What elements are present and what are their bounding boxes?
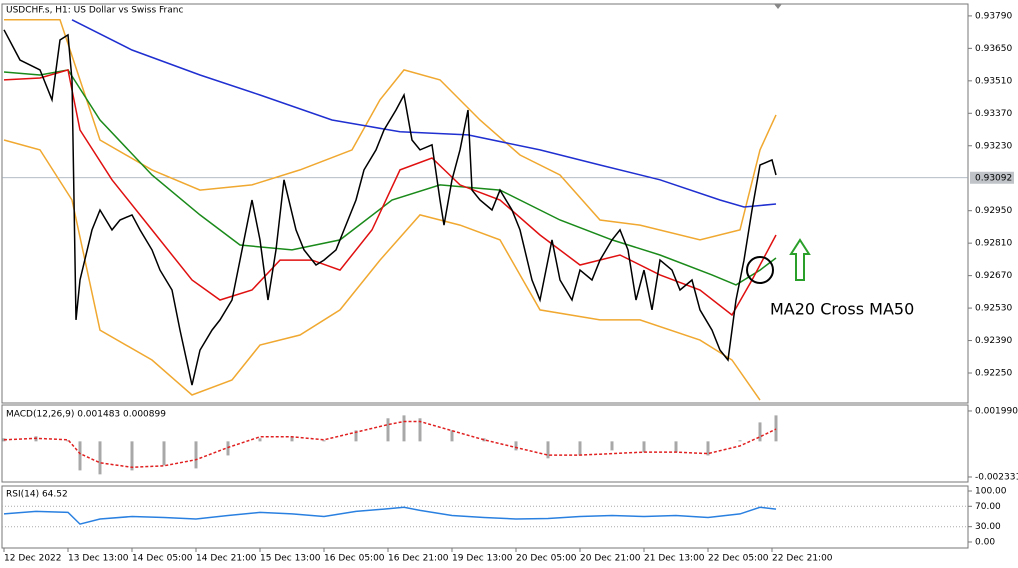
y-tick-label: 0.92950 <box>975 206 1012 216</box>
y-tick-label: 0.92250 <box>975 369 1012 379</box>
annotation: MA20 Cross MA50 <box>770 300 914 319</box>
cross-circle <box>746 256 774 284</box>
y-tick-label: 0.93230 <box>975 141 1012 151</box>
y-tick-label: 0.92670 <box>975 271 1012 281</box>
shift-marker <box>774 4 782 9</box>
histogram-bar <box>258 438 262 442</box>
histogram-bar <box>758 422 762 442</box>
y-tick-label: 0.93790 <box>975 11 1012 21</box>
histogram-bar <box>290 436 294 442</box>
histogram-bar <box>674 441 678 453</box>
y-tick-label: 0.001990 <box>975 406 1018 416</box>
histogram-bar <box>98 441 102 475</box>
chart-title: USDCHF.s, H1: US Dollar vs Swiss Franc <box>6 6 183 16</box>
x-tick-label: 22 Dec 21:00 <box>772 554 833 564</box>
series-line <box>71 19 777 208</box>
histogram-bar <box>354 430 358 442</box>
x-tick-label: 16 Dec 21:00 <box>388 554 449 564</box>
price-label-box <box>970 171 1014 184</box>
series-line <box>3 506 777 525</box>
y-tick-label: 0.92390 <box>975 336 1012 346</box>
histogram-bar <box>450 430 454 442</box>
x-tick-label: 22 Dec 05:00 <box>708 554 769 564</box>
histogram-bar <box>402 415 406 442</box>
histogram-bar <box>706 441 710 456</box>
series-line <box>3 69 777 286</box>
series-line <box>3 420 777 469</box>
rsi-panel-frame <box>1 485 969 549</box>
y-tick-label: 100.00 <box>975 486 1007 496</box>
histogram-bar <box>610 441 614 451</box>
series-line <box>3 29 777 386</box>
histogram-bar <box>386 418 390 442</box>
histogram-bar <box>774 415 778 442</box>
macd-label: MACD(12,26,9) 0.001483 0.000899 <box>6 410 166 420</box>
series-line <box>4 19 777 241</box>
histogram-bar <box>738 440 742 442</box>
histogram-bar <box>78 441 82 471</box>
x-tick-label: 19 Dec 13:00 <box>452 554 513 564</box>
histogram-bar <box>546 441 550 459</box>
histogram-bar <box>226 441 230 456</box>
macd-panel-frame <box>1 404 969 483</box>
histogram-bar <box>162 441 166 466</box>
x-tick-label: 12 Dec 2022 <box>4 554 62 564</box>
y-tick-label: 0.93650 <box>975 44 1012 54</box>
main-panel-frame <box>1 3 969 404</box>
up-arrow <box>789 238 811 281</box>
x-tick-label: 16 Dec 05:00 <box>324 554 385 564</box>
y-tick-label: 0.93510 <box>975 76 1012 86</box>
x-tick-label: 13 Dec 13:00 <box>68 554 129 564</box>
rsi-label: RSI(14) 64.52 <box>6 490 68 500</box>
price-label: 0.93092 <box>975 173 1012 183</box>
histogram-bar <box>482 438 486 442</box>
series-line <box>3 68 777 317</box>
histogram-bar <box>322 440 326 442</box>
histogram-bar <box>578 441 582 456</box>
y-tick-label: 0.92530 <box>975 304 1012 314</box>
x-tick-label: 20 Dec 21:00 <box>580 554 641 564</box>
y-tick-label: 0.93370 <box>975 109 1012 119</box>
histogram-bar <box>66 440 70 442</box>
x-tick-label: 15 Dec 13:00 <box>260 554 321 564</box>
histogram-bar <box>418 418 422 442</box>
x-tick-label: 14 Dec 05:00 <box>132 554 193 564</box>
y-tick-label: 0.92810 <box>975 239 1012 249</box>
series-line <box>3 139 761 401</box>
y-tick-label: 30.00 <box>975 522 1001 532</box>
y-tick-label: 70.00 <box>975 502 1001 512</box>
x-tick-label: 14 Dec 21:00 <box>196 554 257 564</box>
histogram-bar <box>194 441 198 469</box>
x-tick-label: 20 Dec 05:00 <box>516 554 577 564</box>
x-tick-label: 21 Dec 13:00 <box>644 554 705 564</box>
histogram-bar <box>642 441 646 453</box>
histogram-bar <box>514 441 518 451</box>
histogram-bar <box>2 438 6 442</box>
histogram-bar <box>130 441 134 471</box>
y-tick-label: 0.00 <box>975 537 995 547</box>
y-tick-label: -0.002331 <box>975 472 1018 482</box>
